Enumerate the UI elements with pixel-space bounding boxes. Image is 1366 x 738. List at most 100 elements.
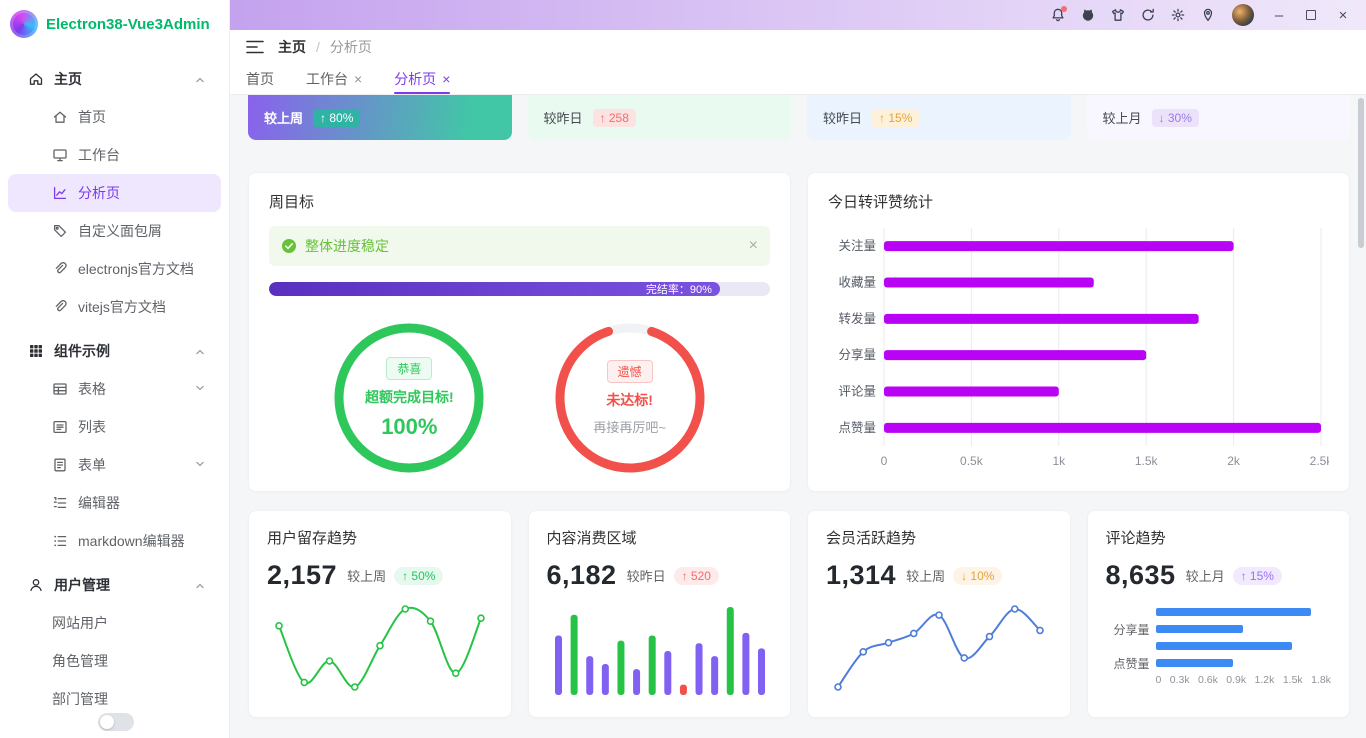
tab-close-icon[interactable]: × — [354, 70, 363, 87]
minimize-button[interactable]: – — [1274, 6, 1284, 24]
breadcrumb-current: 分析页 — [329, 38, 372, 55]
trend-value: 8,635 — [1105, 560, 1176, 590]
trend-mini-chart — [826, 599, 1052, 703]
sidebar-item-label: 首页 — [78, 109, 106, 125]
trend-card-retention: 用户留存趋势 2,157 较上周 ↑ 50% — [248, 510, 512, 718]
sidebar-item-5[interactable]: electronjs官方文档 — [8, 250, 221, 288]
sidebar-item-11[interactable]: 编辑器 — [8, 484, 221, 522]
app-logo-icon — [10, 10, 38, 38]
sidebar-item-label: 用户管理 — [54, 577, 110, 593]
sidebar-item-13[interactable]: 用户管理 — [8, 566, 221, 604]
sidebar-item-label: 主页 — [54, 71, 82, 87]
sidebar-item-14[interactable]: 网站用户 — [8, 604, 221, 642]
progress-alert: 整体进度稳定 × — [269, 226, 770, 266]
gauge-content: 遗憾 未达标! 再接再厉吧~ — [550, 318, 710, 478]
breadcrumb-root[interactable]: 主页 — [278, 38, 306, 55]
gauge-badge: 恭喜 — [386, 356, 433, 380]
sidebar-item-1[interactable]: 首页 — [8, 98, 221, 136]
sidebar-item-9[interactable]: 列表 — [8, 408, 221, 446]
svg-text:0.5k: 0.5k — [960, 454, 984, 468]
sidebar-item-3[interactable]: 分析页 — [8, 174, 221, 212]
interaction-stats-card: 今日转评赞统计 0 0.5k 1k 1.5k 2k 2.5k 关注量收藏量转发量分享量评论量… — [807, 172, 1350, 492]
sidebar-item-label: 网站用户 — [52, 615, 108, 631]
sidebar-item-4[interactable]: 自定义面包屑 — [8, 212, 221, 250]
trend-compare-label: 较昨日 — [626, 569, 666, 584]
svg-text:关注量: 关注量 — [838, 238, 876, 253]
tabbar: 首页 工作台 × 分析页 × — [230, 63, 1366, 95]
sidebar-item-label: 角色管理 — [52, 653, 108, 669]
hbar — [1155, 608, 1312, 616]
progress-fill: 完结率：90% — [269, 282, 720, 296]
trend-value-row: 1,314 较上周 ↓ 10% — [826, 560, 1052, 591]
tab-close-icon[interactable]: × — [442, 70, 451, 87]
alert-close-icon[interactable]: × — [748, 237, 758, 254]
sidebar-item-6[interactable]: vitejs官方文档 — [8, 288, 221, 326]
sidebar-item-label: 部门管理 — [52, 691, 108, 707]
sidebar-item-2[interactable]: 工作台 — [8, 136, 221, 174]
axis-tick: 0.3k — [1169, 674, 1190, 686]
sidebar: Electron38-Vue3Admin 主页 首页 工作台 分析页 自定义面包屑 ele… — [0, 0, 230, 738]
markdown-icon — [52, 533, 68, 549]
tab-1[interactable]: 工作台 × — [306, 63, 362, 94]
sidebar-collapse-toggle[interactable] — [98, 713, 134, 731]
maximize-button[interactable] — [1296, 2, 1326, 28]
hbar-track — [1155, 625, 1332, 633]
scrollbar-thumb[interactable] — [1358, 98, 1364, 248]
github-icon[interactable] — [1074, 3, 1102, 27]
hbar-track — [1155, 608, 1332, 616]
chevron-up-icon — [193, 72, 207, 86]
toggle-knob-icon — [100, 715, 114, 729]
gauge-badge: 遗憾 — [606, 360, 653, 383]
breadcrumb-row: 主页 / 分析页 — [230, 30, 1366, 63]
close-button[interactable]: × — [1338, 6, 1348, 24]
trend-compare-label: 较上月 — [1185, 569, 1225, 584]
sidebar-item-15[interactable]: 角色管理 — [8, 642, 221, 680]
svg-text:转发量: 转发量 — [838, 311, 876, 326]
refresh-icon[interactable] — [1134, 3, 1162, 27]
middle-row: 周目标 整体进度稳定 × 完结率：90% — [248, 172, 1350, 492]
stat-change-badge: ↑ 258 — [592, 109, 636, 127]
monitor-icon — [52, 147, 68, 163]
sidebar-item-0[interactable]: 主页 — [8, 60, 221, 98]
svg-text:收藏量: 收藏量 — [838, 276, 876, 290]
user-avatar[interactable] — [1232, 4, 1254, 26]
menu-collapse-icon[interactable] — [246, 40, 264, 54]
tab-2[interactable]: 分析页 × — [394, 63, 451, 94]
sidebar-item-12[interactable]: markdown编辑器 — [8, 522, 221, 560]
maximize-icon — [1306, 10, 1316, 20]
bell-icon[interactable] — [1044, 3, 1072, 27]
chevron-down-icon — [193, 458, 207, 472]
notification-dot — [1061, 6, 1067, 12]
theme-icon[interactable] — [1104, 3, 1132, 27]
gauge-content: 恭喜 超额完成目标! 100% — [329, 318, 489, 478]
hbar — [1155, 659, 1234, 667]
hbar-label: 分享量 — [1113, 622, 1150, 637]
trend-mini-chart: 分享量 点赞量 0 0.3k 0.6k 0.9k 1.2k 1.5k 1.8k — [1106, 605, 1332, 709]
bar-chart-svg — [554, 607, 765, 695]
goal-success-gauge: 恭喜 超额完成目标! 100% — [329, 318, 489, 478]
stat-compare-label: 较上周 — [264, 111, 304, 126]
hbar-row — [1106, 605, 1332, 619]
trend-value-row: 6,182 较昨日 ↑ 520 — [547, 560, 773, 591]
trend-value: 6,182 — [546, 560, 617, 590]
sidebar-item-8[interactable]: 表格 — [8, 370, 221, 408]
tab-label: 工作台 — [306, 70, 348, 87]
sidebar-item-10[interactable]: 表单 — [8, 446, 221, 484]
svg-text:1.5k: 1.5k — [1135, 454, 1159, 468]
stat-compare-label: 较上月 — [1102, 111, 1142, 126]
grid-icon — [28, 343, 44, 359]
sidebar-item-7[interactable]: 组件示例 — [8, 332, 221, 370]
vertical-scrollbar[interactable] — [1358, 98, 1364, 732]
settings-icon[interactable] — [1164, 3, 1192, 27]
hbar-row: 分享量 — [1106, 622, 1332, 637]
stat-card-1: 较昨日 ↑ 258 — [527, 95, 791, 140]
sidebar-item-label: 工作台 — [78, 147, 120, 163]
form-icon — [52, 457, 68, 473]
svg-text:0: 0 — [881, 454, 888, 468]
weekly-goal-title: 周目标 — [269, 194, 315, 211]
pin-icon[interactable] — [1194, 3, 1222, 27]
sidebar-item-16[interactable]: 部门管理 — [8, 680, 221, 718]
tab-0[interactable]: 首页 — [246, 63, 274, 94]
